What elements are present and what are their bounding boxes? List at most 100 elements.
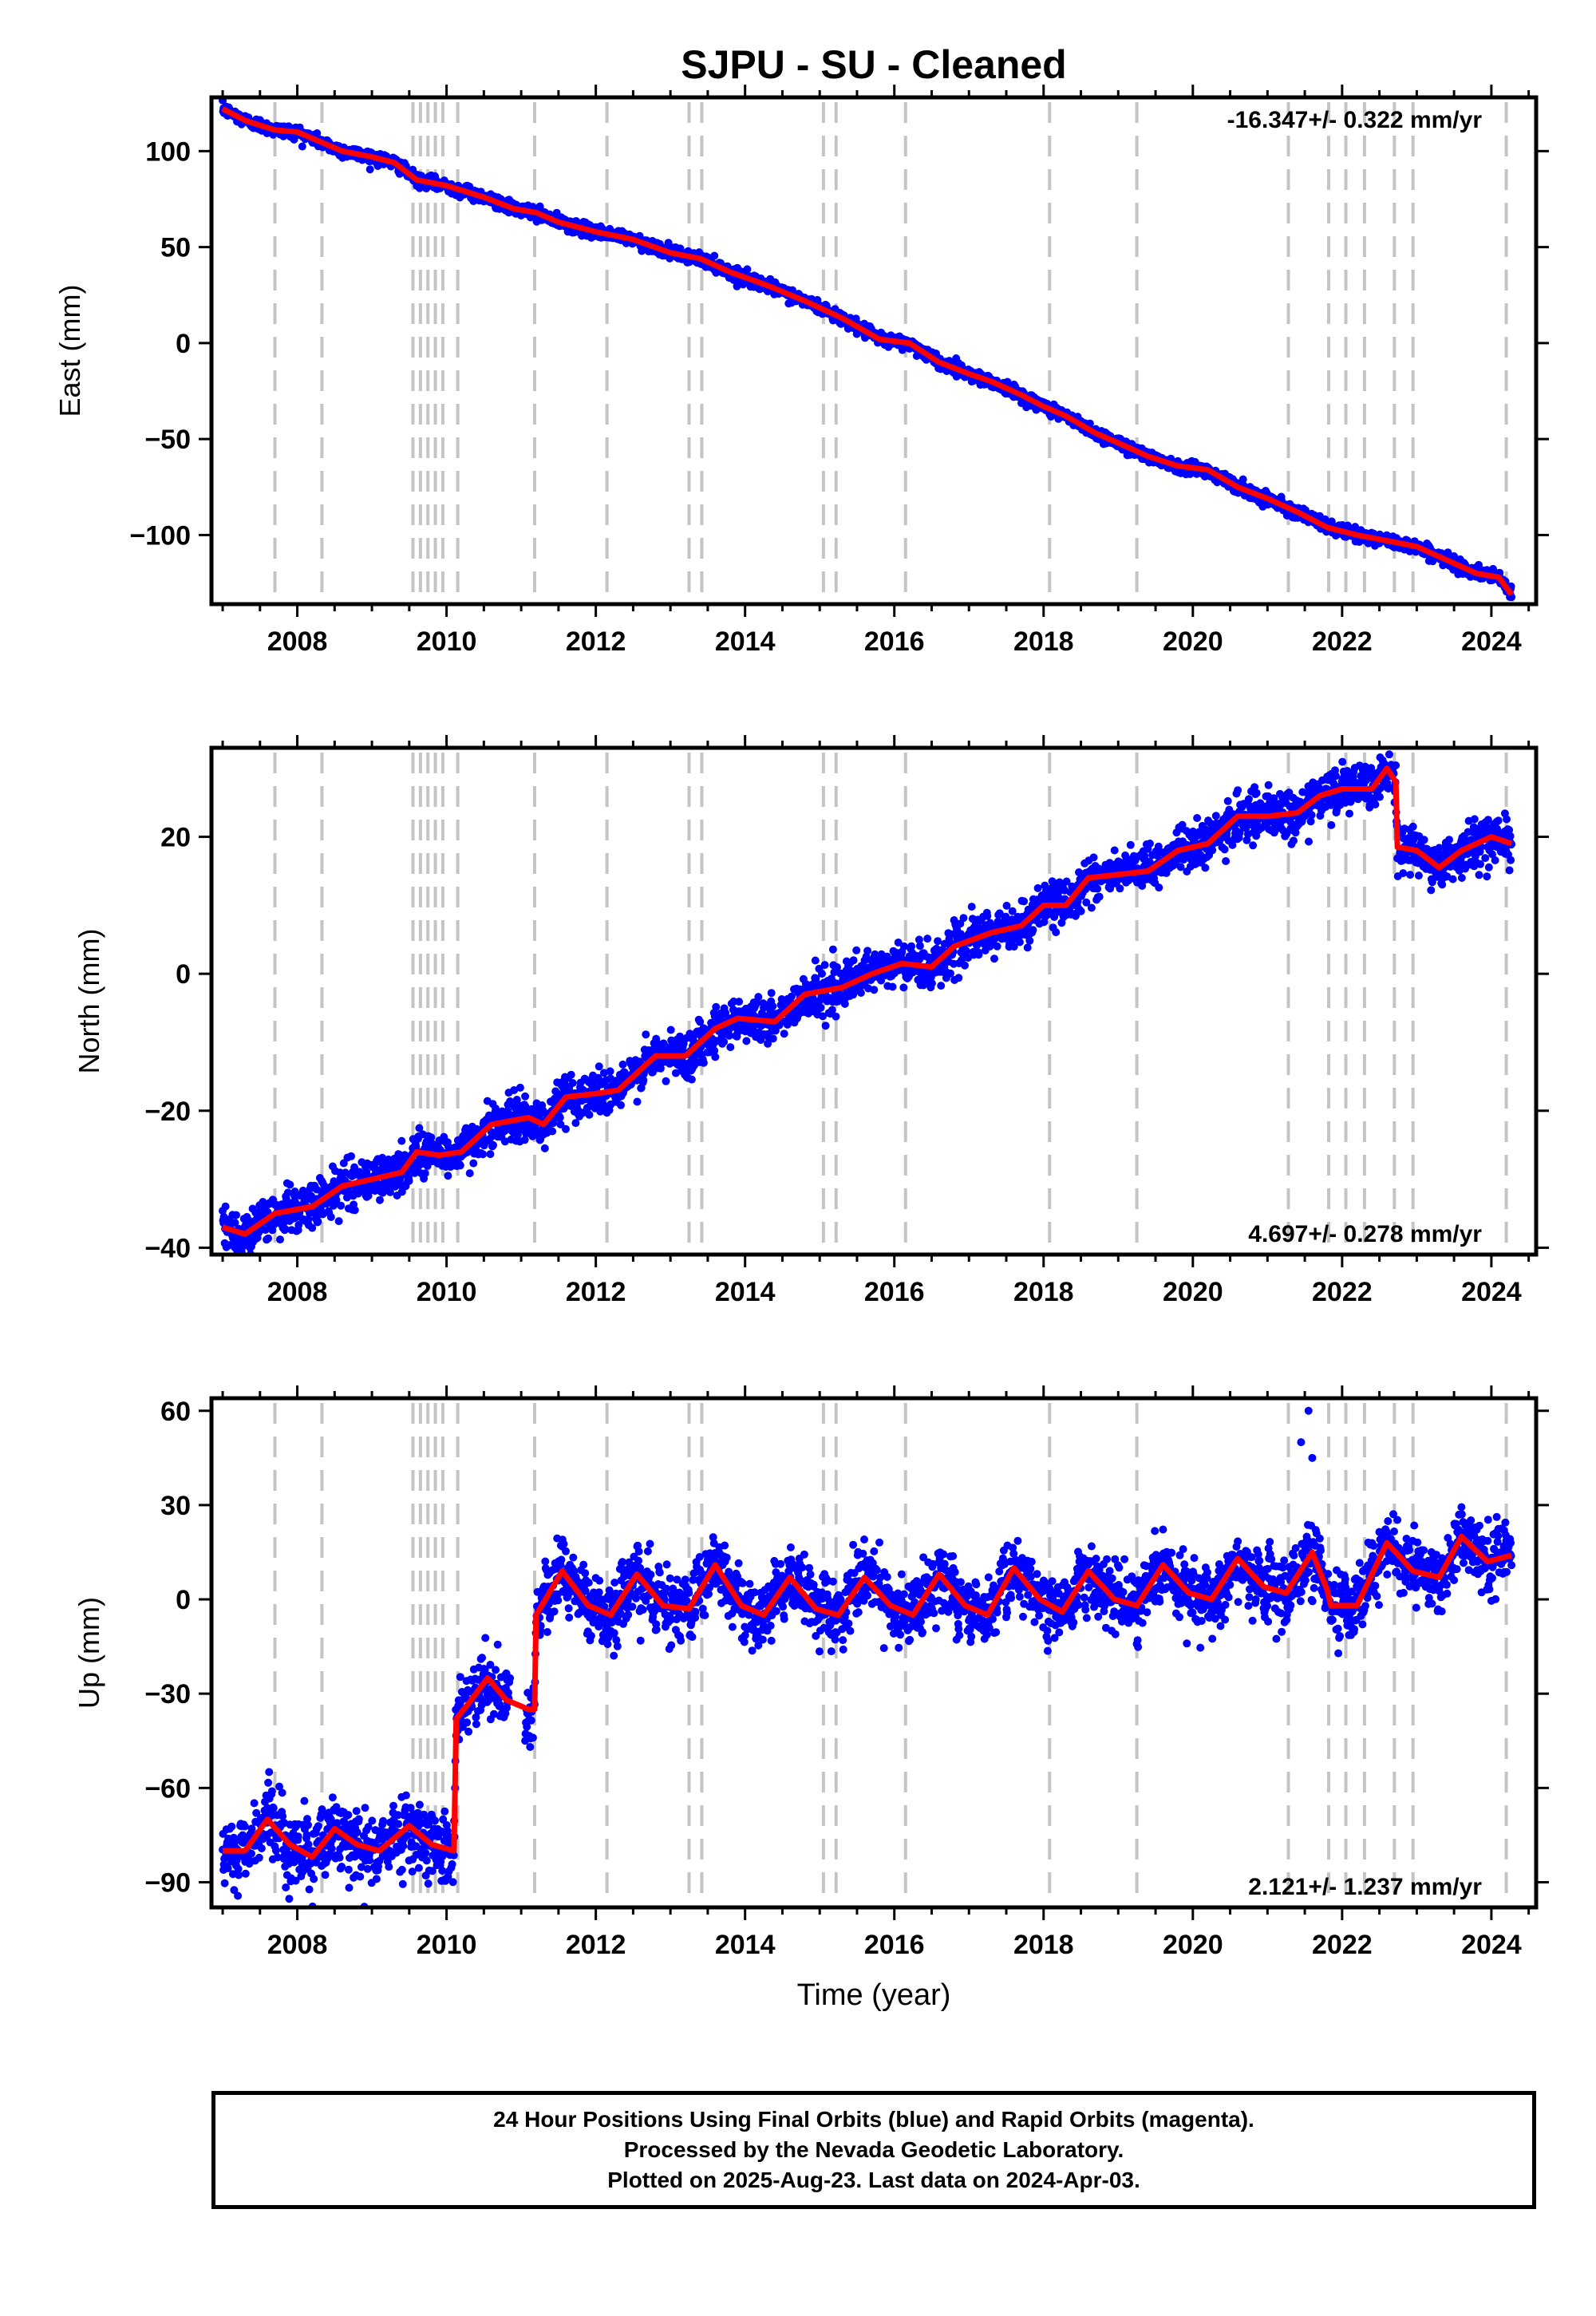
y-axis-label: East (mm) (53, 285, 86, 417)
data-point (334, 1217, 343, 1226)
data-point (465, 1169, 474, 1178)
data-point (833, 963, 841, 971)
data-point (332, 1196, 341, 1204)
data-point (754, 993, 763, 1002)
rate-label: -16.347+/- 0.322 mm/yr (1227, 107, 1483, 133)
data-point (666, 1026, 675, 1034)
data-point (687, 1075, 696, 1084)
data-points (219, 750, 1516, 1266)
data-point (397, 1136, 406, 1145)
data-point (696, 1018, 705, 1026)
data-point (768, 1034, 777, 1043)
data-point (642, 1030, 650, 1039)
data-point (506, 1097, 515, 1105)
data-point (743, 265, 752, 274)
data-point (548, 1127, 557, 1136)
data-point (412, 1142, 421, 1151)
data-point (1321, 515, 1329, 524)
data-point (768, 1002, 777, 1010)
data-point (818, 970, 826, 978)
x-tick-label: 2018 (1013, 626, 1074, 657)
data-point (571, 1119, 580, 1128)
data-point (820, 961, 829, 970)
data-point (662, 1077, 670, 1085)
data-point (816, 1003, 825, 1012)
data-point (671, 1069, 680, 1077)
data-point (639, 1076, 648, 1085)
data-point (735, 998, 744, 1006)
data-point (456, 1161, 464, 1170)
data-point (479, 1150, 488, 1159)
data-point (595, 1062, 603, 1071)
x-tick-label: 2014 (715, 626, 776, 657)
data-point (516, 1083, 524, 1092)
data-point (633, 1097, 642, 1106)
data-point (308, 1223, 317, 1232)
model-line (221, 106, 1514, 597)
data-point (606, 1067, 614, 1076)
data-point (710, 251, 719, 260)
x-tick-label: 2010 (417, 626, 477, 657)
x-tick-label: 2016 (864, 626, 925, 657)
data-point (221, 1202, 230, 1211)
data-point (520, 1136, 529, 1144)
data-point (888, 982, 897, 991)
data-point (710, 1046, 719, 1055)
data-point (828, 1006, 836, 1014)
data-point (568, 1079, 577, 1087)
x-tick-label: 2024 (1461, 626, 1522, 657)
data-point (337, 1201, 346, 1210)
data-point (617, 1101, 625, 1109)
data-point (907, 942, 916, 951)
y-tick-label: 50 (160, 233, 191, 263)
data-point (764, 1039, 772, 1048)
data-point (469, 1159, 478, 1168)
data-point (726, 1043, 735, 1052)
data-point (585, 1110, 594, 1119)
data-point (365, 165, 374, 174)
data-point (711, 1053, 720, 1061)
data-point (513, 1130, 522, 1139)
x-tick-label: 2008 (267, 626, 328, 657)
data-point (312, 1185, 321, 1194)
data-point (894, 939, 903, 947)
data-point (555, 1113, 564, 1122)
data-point (899, 942, 908, 951)
data-point (376, 1196, 384, 1204)
data-point (787, 992, 796, 1001)
data-point (767, 989, 776, 998)
data-point (486, 1150, 495, 1159)
x-tick-label: 2022 (1312, 626, 1373, 657)
data-point (326, 1213, 335, 1221)
data-point (618, 1060, 627, 1069)
data-point (699, 1058, 708, 1067)
data-point (856, 989, 865, 997)
data-point (236, 1258, 244, 1266)
data-point (405, 1176, 413, 1185)
data-point (444, 1172, 452, 1180)
data-point (294, 1221, 303, 1229)
x-tick-label: 2012 (566, 626, 626, 657)
data-point (350, 1206, 359, 1215)
data-point (863, 947, 872, 955)
y-tick-label: −100 (129, 520, 191, 551)
data-point (521, 1092, 530, 1101)
data-point (510, 1086, 519, 1094)
data-point (232, 1211, 240, 1219)
data-point (725, 1031, 733, 1040)
data-point (397, 1188, 406, 1196)
chart-title: SJPU - SU - Cleaned (681, 42, 1066, 87)
data-point (840, 999, 849, 1008)
data-point (286, 1180, 294, 1189)
data-point (742, 1037, 751, 1045)
data-point (304, 1215, 313, 1223)
data-point (314, 1217, 322, 1226)
panel-frame (209, 95, 1539, 607)
data-point (562, 1124, 570, 1133)
data-point (652, 1037, 661, 1046)
data-point (712, 1002, 721, 1011)
data-point (427, 1133, 436, 1142)
data-point (780, 1030, 788, 1038)
